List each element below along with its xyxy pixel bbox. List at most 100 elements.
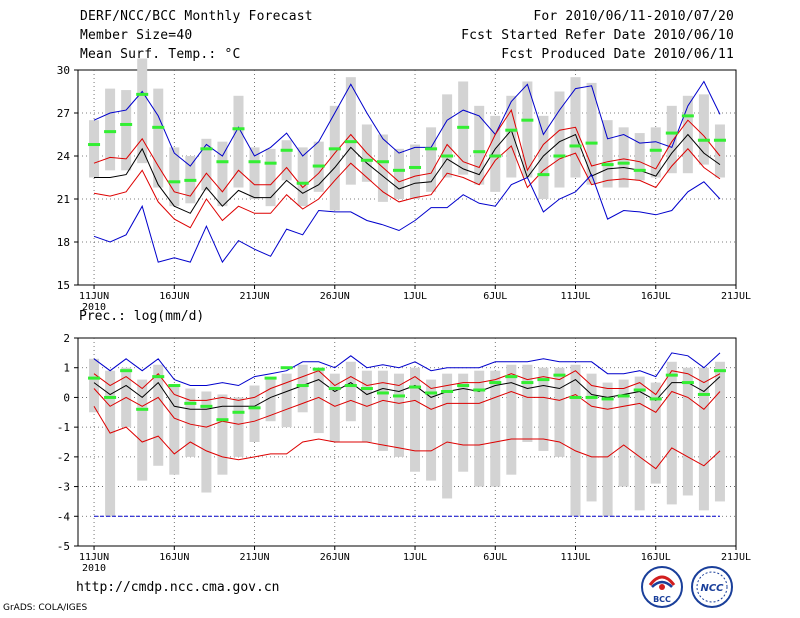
- median-marker: [633, 168, 646, 172]
- spread-box: [105, 370, 116, 517]
- started-refer-date: Fcst Started Refer Date 2010/06/10: [461, 28, 734, 43]
- median-marker: [312, 367, 325, 371]
- series-max-line: [93, 80, 721, 167]
- median-marker: [232, 127, 245, 131]
- median-marker: [665, 373, 678, 377]
- spread-box: [345, 77, 356, 185]
- spread-box: [426, 127, 437, 192]
- spread-box: [714, 124, 725, 178]
- spread-box: [89, 358, 100, 413]
- median-marker: [376, 391, 389, 395]
- median-marker: [441, 389, 454, 393]
- y-tick-label: 15: [57, 279, 70, 292]
- median-marker: [376, 160, 389, 164]
- spread-box: [89, 120, 100, 178]
- spread-box: [217, 141, 228, 207]
- spread-box: [538, 367, 549, 451]
- median-marker: [280, 148, 293, 152]
- spread-box: [570, 364, 581, 517]
- y-tick-label: 18: [57, 236, 70, 249]
- median-marker: [88, 143, 101, 147]
- median-marker: [489, 154, 502, 158]
- median-marker: [649, 148, 662, 152]
- variable-label: Mean Surf. Temp.: °C: [80, 47, 241, 62]
- spread-box: [522, 364, 533, 442]
- spread-box: [410, 144, 421, 199]
- x-year-label: 2010: [82, 302, 106, 313]
- median-marker: [473, 388, 486, 392]
- median-marker: [649, 397, 662, 401]
- series-mean-line: [94, 129, 721, 214]
- median-marker: [601, 397, 614, 401]
- median-marker: [120, 369, 133, 373]
- spread-box: [490, 370, 501, 487]
- median-marker: [120, 122, 133, 126]
- median-marker: [697, 392, 710, 396]
- median-marker: [152, 375, 165, 379]
- y-tick-label: 24: [57, 150, 71, 163]
- median-marker: [264, 376, 277, 380]
- median-marker: [521, 381, 534, 385]
- median-marker: [248, 406, 261, 410]
- median-marker: [280, 366, 293, 370]
- median-marker: [200, 404, 213, 408]
- median-marker: [216, 418, 229, 422]
- spread-box: [345, 361, 356, 422]
- ncc-logo: NCC: [691, 566, 733, 608]
- spread-box: [249, 385, 260, 442]
- spread-box: [329, 105, 340, 211]
- series-lower-line: [93, 388, 721, 428]
- spread-box: [297, 147, 308, 207]
- series-min-line: [93, 406, 721, 470]
- median-marker: [537, 173, 550, 177]
- median-marker: [585, 141, 598, 145]
- x-tick-label: 1JUL: [403, 552, 427, 563]
- median-marker: [569, 144, 582, 148]
- spread-box: [105, 88, 116, 171]
- spread-box: [393, 148, 404, 199]
- spread-box: [506, 364, 517, 475]
- spread-box: [634, 376, 645, 511]
- spread-box: [201, 391, 212, 493]
- median-marker: [537, 378, 550, 382]
- spread-box: [185, 388, 196, 457]
- spread-box: [522, 81, 533, 178]
- spread-box: [377, 370, 388, 451]
- spread-box: [602, 382, 613, 517]
- median-marker: [441, 154, 454, 158]
- spread-box: [586, 373, 597, 502]
- spread-box: [458, 373, 469, 472]
- y-tick-label: -3: [57, 481, 70, 494]
- spread-box: [137, 379, 148, 481]
- median-marker: [296, 384, 309, 388]
- median-marker: [136, 407, 149, 411]
- x-tick-label: 16JUN: [159, 552, 189, 563]
- median-marker: [168, 384, 181, 388]
- forecast-period: For 2010/06/11-2010/07/20: [533, 9, 734, 24]
- spread-box: [265, 379, 276, 422]
- bcc-logo: BCC: [641, 566, 683, 608]
- source-url[interactable]: http://cmdp.ncc.cma.gov.cn: [76, 580, 280, 595]
- x-tick-label: 11JUL: [560, 291, 590, 302]
- x-tick-label: 11JUN: [79, 552, 109, 563]
- median-marker: [425, 147, 438, 151]
- spread-box: [410, 367, 421, 472]
- x-tick-label: 21JUL: [721, 291, 751, 302]
- median-marker: [392, 168, 405, 172]
- median-marker: [569, 395, 582, 399]
- y-tick-label: 0: [63, 391, 70, 404]
- spread-box: [666, 105, 677, 174]
- spread-box: [714, 361, 725, 502]
- median-marker: [216, 160, 229, 164]
- x-tick-label: 6JUL: [483, 552, 507, 563]
- precip-panel-title: Prec.: log(mm/d): [79, 309, 205, 324]
- x-tick-label: 16JUL: [641, 552, 671, 563]
- median-marker: [473, 150, 486, 154]
- median-marker: [344, 140, 357, 144]
- spread-box: [169, 147, 180, 207]
- produced-date: Fcst Produced Date 2010/06/11: [501, 47, 734, 62]
- median-marker: [457, 384, 470, 388]
- series-mean-line: [93, 376, 721, 410]
- x-tick-label: 21JUN: [239, 291, 269, 302]
